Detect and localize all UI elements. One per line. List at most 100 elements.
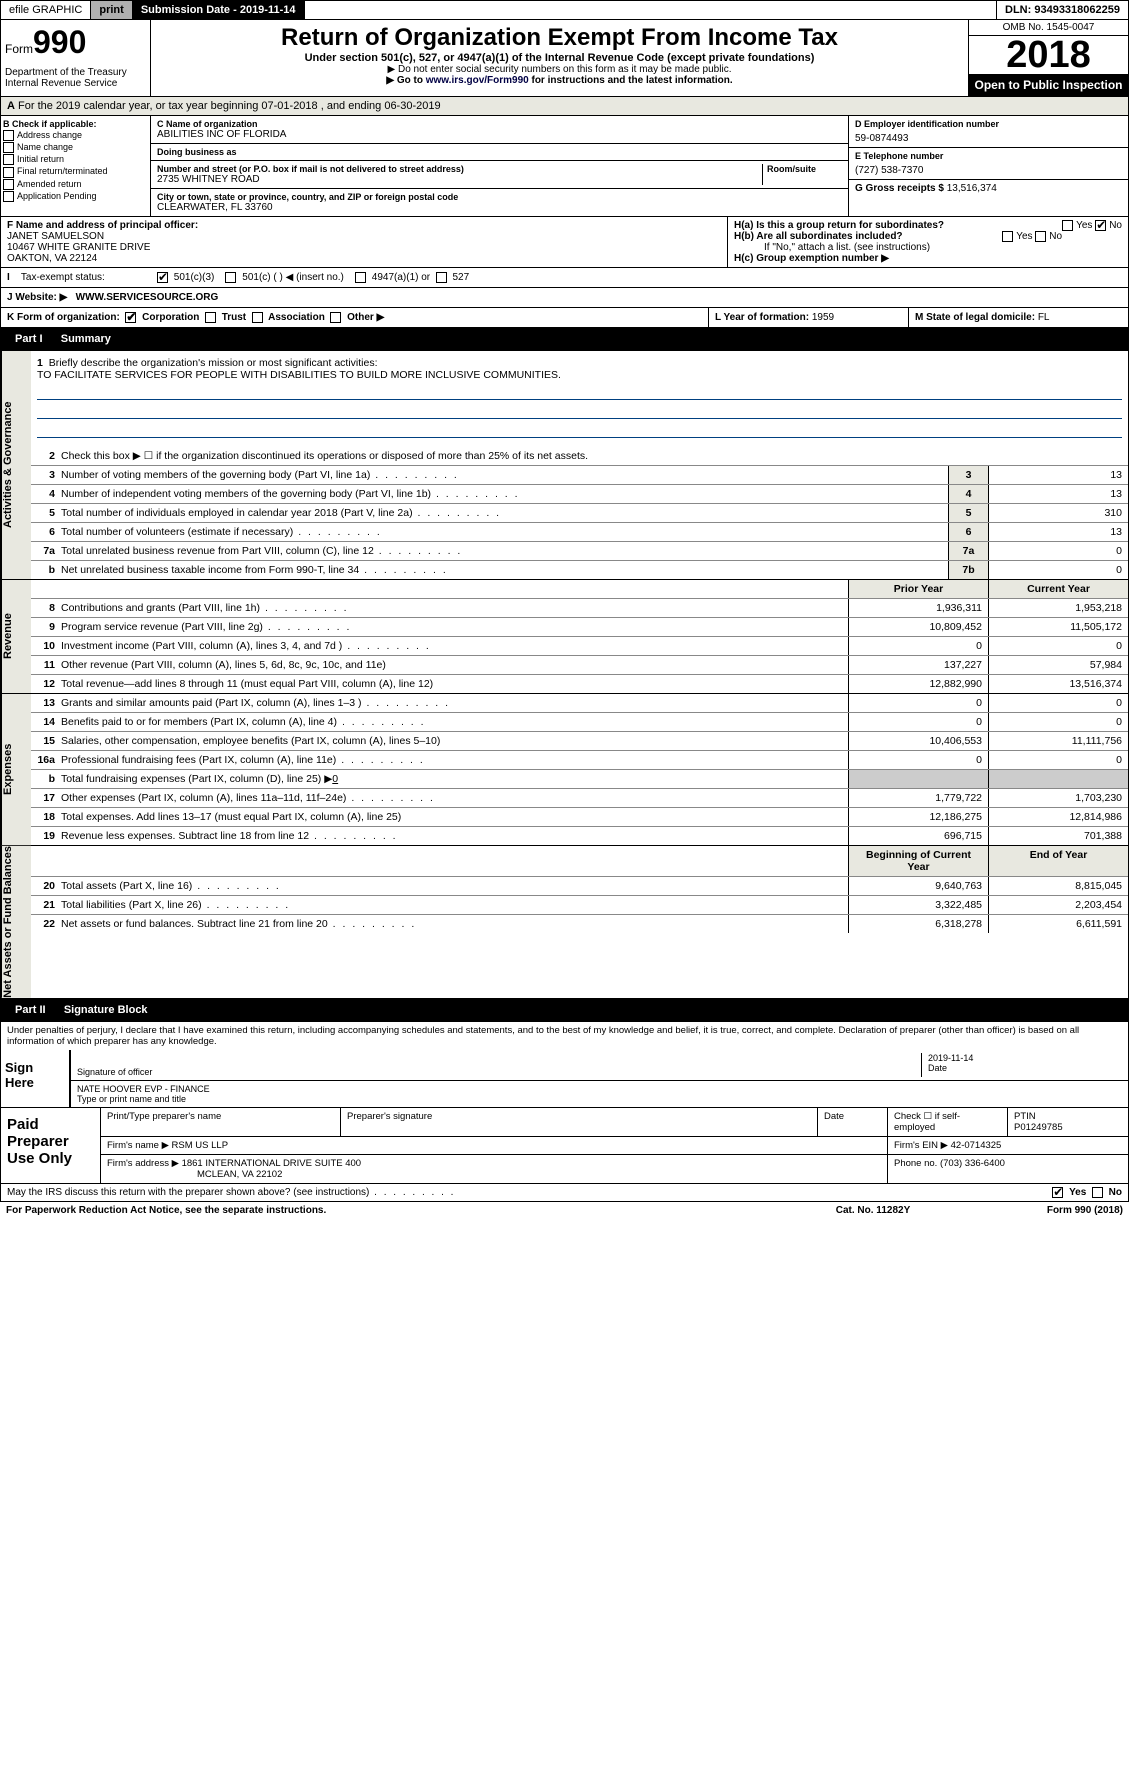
l11-text: Other revenue (Part VIII, column (A), li… [59,656,848,674]
opt-name-change[interactable]: Name change [3,142,148,153]
form-footer-label: Form 990 (2018) [973,1205,1123,1216]
c17: 1,703,230 [988,789,1128,807]
phone-value: (727) 538-7370 [855,165,1122,176]
website-value: WWW.SERVICESOURCE.ORG [76,292,219,303]
l18-text: Total expenses. Add lines 13–17 (must eq… [59,808,848,826]
l1-text: Briefly describe the organization's miss… [49,357,378,369]
firm-name: RSM US LLP [172,1140,229,1151]
l22-text: Net assets or fund balances. Subtract li… [59,915,848,933]
cb-other[interactable] [330,312,341,323]
paid-preparer-block: Paid Preparer Use Only Print/Type prepar… [0,1108,1129,1184]
p15: 10,406,553 [848,732,988,750]
p22: 6,318,278 [848,915,988,933]
cb-501c[interactable] [225,272,236,283]
hb-yes[interactable]: Yes [1016,231,1032,242]
line-1: 1 Briefly describe the organization's mi… [31,351,1128,447]
cb-assoc[interactable] [252,312,263,323]
opt-initial-return[interactable]: Initial return [3,154,148,165]
opt-application-pending[interactable]: Application Pending [3,191,148,202]
prep-sig-label: Preparer's signature [341,1108,818,1136]
irs-link[interactable]: www.irs.gov/Form990 [426,75,529,86]
opt-amended[interactable]: Amended return [3,179,148,190]
cb-527[interactable] [436,272,447,283]
c9: 11,505,172 [988,618,1128,636]
hb-note: If "No," attach a list. (see instruction… [734,242,1122,253]
firm-addr2: MCLEAN, VA 22102 [197,1169,282,1180]
m-label: M State of legal domicile: [915,312,1035,323]
cb-trust[interactable] [205,312,216,323]
discuss-no-cb[interactable] [1092,1187,1103,1198]
opt-assoc: Association [268,312,325,323]
l15-text: Salaries, other compensation, employee b… [59,732,848,750]
opt-address-change[interactable]: Address change [3,130,148,141]
discuss-yes: Yes [1069,1187,1086,1198]
v3: 13 [988,466,1128,484]
footer-discuss: May the IRS discuss this return with the… [0,1184,1129,1202]
part1-title: Summary [61,333,111,345]
l19-text: Revenue less expenses. Subtract line 18 … [59,827,848,845]
section-expenses: Expenses 13Grants and similar amounts pa… [0,694,1129,846]
gross-label: G Gross receipts $ [855,183,944,194]
form-prefix: Form [5,42,33,56]
l-label: L Year of formation: [715,312,809,323]
opt-final-return[interactable]: Final return/terminated [3,166,148,177]
l6-text: Total number of volunteers (estimate if … [59,523,948,541]
side-activities: Activities & Governance [1,351,31,579]
paid-title: Paid Preparer Use Only [1,1108,101,1183]
l9-text: Program service revenue (Part VIII, line… [59,618,848,636]
p9: 10,809,452 [848,618,988,636]
c14: 0 [988,713,1128,731]
l21-text: Total liabilities (Part X, line 26) [59,896,848,914]
print-button[interactable]: print [91,1,132,19]
year-formation: 1959 [812,312,834,323]
box-k: K Form of organization: Corporation Trus… [1,308,708,327]
hb-no[interactable]: No [1049,231,1062,242]
officer-label: F Name and address of principal officer: [7,220,198,231]
room-label: Room/suite [767,164,842,174]
p18: 12,186,275 [848,808,988,826]
paperwork-notice: For Paperwork Reduction Act Notice, see … [6,1205,773,1216]
discuss-text: May the IRS discuss this return with the… [7,1187,1052,1198]
c11: 57,984 [988,656,1128,674]
signature-block: Under penalties of perjury, I declare th… [0,1022,1129,1108]
side-revenue: Revenue [1,580,31,693]
street-address: 2735 WHITNEY ROAD [157,174,762,185]
p8: 1,936,311 [848,599,988,617]
row-klm: K Form of organization: Corporation Trus… [0,308,1129,328]
side-expenses: Expenses [1,694,31,845]
c8: 1,953,218 [988,599,1128,617]
addr-label: Number and street (or P.O. box if mail i… [157,164,762,174]
cb-corp[interactable] [125,312,136,323]
opt-501c3: 501(c)(3) [174,272,215,283]
link-suffix: for instructions and the latest informat… [529,75,733,86]
l4-text: Number of independent voting members of … [59,485,948,503]
cb-501c3[interactable] [157,272,168,283]
p12: 12,882,990 [848,675,988,693]
tax-status-label: Tax-exempt status: [21,272,105,283]
c18: 12,814,986 [988,808,1128,826]
l16a-text: Professional fundraising fees (Part IX, … [59,751,848,769]
c22: 6,611,591 [988,915,1128,933]
ha-no[interactable]: No [1109,220,1122,231]
l20-text: Total assets (Part X, line 16) [59,877,848,895]
prior-year-header: Prior Year [848,580,988,598]
part2-header: Part II Signature Block [0,999,1129,1022]
firm-addr1: 1861 INTERNATIONAL DRIVE SUITE 400 [182,1158,362,1169]
firm-ein-label: Firm's EIN ▶ [894,1140,948,1151]
efile-label: efile GRAPHIC [1,1,91,19]
part2-label: Part II [9,1002,52,1018]
p13: 0 [848,694,988,712]
v5: 310 [988,504,1128,522]
l16b-val: 0 [332,773,338,785]
c16a: 0 [988,751,1128,769]
ha-yes[interactable]: Yes [1076,220,1092,231]
ein-value: 59-0874493 [855,133,1122,144]
opt-trust: Trust [222,312,246,323]
v7a: 0 [988,542,1128,560]
discuss-yes-cb[interactable] [1052,1187,1063,1198]
form-num: 990 [33,24,86,60]
p11: 137,227 [848,656,988,674]
cb-4947[interactable] [355,272,366,283]
end-year-header: End of Year [988,846,1128,876]
link-prefix: ▶ Go to [386,75,425,86]
